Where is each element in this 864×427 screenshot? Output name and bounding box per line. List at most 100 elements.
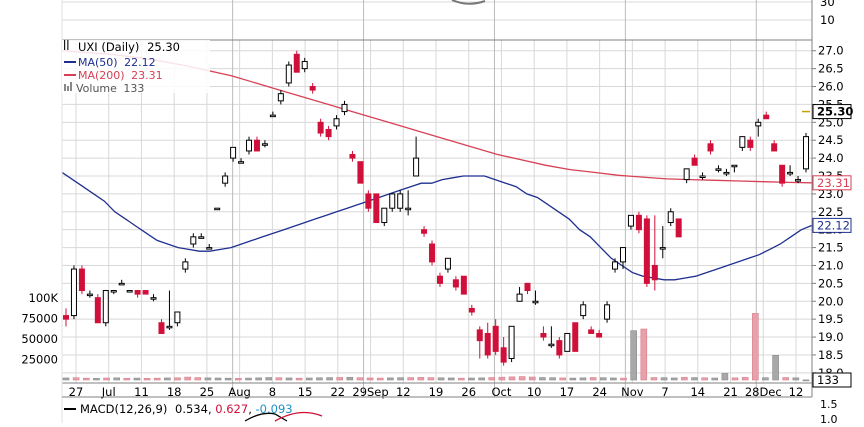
legend-symbol-label: UXI (Daily) <box>78 40 139 54</box>
legend-ma50-label: MA(50) <box>78 56 118 69</box>
time-tick-label: 12 <box>789 385 804 399</box>
price-tick-label: 20.0 <box>818 294 844 308</box>
time-tick-label: 24 <box>592 385 607 399</box>
time-tick-label: 29Sep <box>352 385 388 399</box>
price-candles <box>63 50 809 366</box>
volume-bar <box>214 377 222 381</box>
macd-signal-line <box>274 411 323 422</box>
candle-body <box>373 193 380 224</box>
legend-symbol-icon: ꟾꟾ <box>63 40 70 53</box>
volume-bar <box>265 377 273 381</box>
volume-bar <box>792 377 800 381</box>
ma50-line <box>61 171 813 281</box>
candle-body <box>222 175 229 184</box>
candle-body <box>460 275 467 295</box>
volume-bar <box>255 377 262 381</box>
candle-body <box>691 157 698 166</box>
volume-bar <box>610 377 617 381</box>
price-badges: 25.30 23.31 22.12 133 <box>802 104 853 388</box>
volume-bar <box>559 377 567 381</box>
candle-body <box>619 247 626 263</box>
legend-volume-icon <box>64 84 66 91</box>
candle-body <box>580 304 587 317</box>
candle-body <box>142 290 149 295</box>
volume-bar <box>174 377 181 381</box>
price-tick-label: 26.5 <box>818 62 844 76</box>
candle-body <box>381 207 388 224</box>
legend-ma200-label: MA(200) <box>78 69 125 82</box>
candle-body <box>110 290 117 293</box>
volume-bar <box>356 377 364 381</box>
candle-body <box>293 53 300 73</box>
value-badge-ma50 <box>812 217 852 233</box>
price-tick-label: 23.0 <box>818 187 844 201</box>
time-tick-label: Nov <box>621 385 644 399</box>
candle-body <box>421 229 428 234</box>
price-tick-label: 22.5 <box>818 205 844 219</box>
candle-body <box>739 136 746 148</box>
candle-body <box>365 193 372 209</box>
volume-bar <box>194 377 202 381</box>
candle-body <box>731 164 738 168</box>
candle-body <box>166 325 173 329</box>
volume-bar <box>731 377 739 381</box>
volume-bar <box>123 377 131 381</box>
time-tick-label: 22 <box>330 385 345 399</box>
value-badge-price <box>812 104 852 120</box>
volume-bar <box>599 377 607 381</box>
legend-volume-value: 133 <box>123 82 144 95</box>
volume-bar <box>488 377 496 381</box>
volume-tick-label: 50000 <box>21 332 58 346</box>
price-tick-label: 21.5 <box>818 241 844 255</box>
macd-legend: MACD(12,26,9) 0.534, 0.627, -0.093 <box>80 402 293 416</box>
price-tick-label: 19.0 <box>818 330 844 344</box>
candle-body <box>604 304 611 320</box>
volume-bar <box>447 377 455 381</box>
volume-bar <box>670 377 678 381</box>
volume-bar <box>326 377 333 381</box>
candle-body <box>70 268 77 317</box>
candle-body <box>285 64 292 84</box>
volume-bar <box>660 377 668 381</box>
volume-tick-label: 100K <box>29 291 59 305</box>
candle-body <box>198 236 205 239</box>
price-tick-label: 26.0 <box>818 80 844 94</box>
time-tick-label: Aug <box>228 385 250 399</box>
volume-tick-label: 75000 <box>21 311 58 325</box>
candle-body <box>795 179 802 182</box>
candle-body <box>405 207 412 211</box>
candle-body <box>126 290 133 293</box>
candle-body <box>779 164 786 184</box>
candle-body <box>492 325 499 352</box>
volume-bar <box>701 377 708 381</box>
time-tick-label: Oct <box>492 385 512 399</box>
candle-body <box>214 207 221 211</box>
macd-hist-value: -0.093 <box>256 402 293 416</box>
candle-body <box>436 275 443 284</box>
macd-value: 0.534 <box>175 402 208 416</box>
time-tick-label: 28Dec <box>745 385 782 399</box>
candle-body <box>500 347 507 363</box>
candle-body <box>102 290 109 324</box>
candle-body <box>635 214 642 231</box>
volume-bar <box>650 377 658 381</box>
volume-bar <box>224 377 232 381</box>
candle-body <box>659 247 666 250</box>
volume-bar <box>802 379 810 382</box>
macd-ytick-2: 1.0 <box>820 413 838 423</box>
macd-ytick-1: 1.5 <box>820 398 838 411</box>
macd-signal-value: 0.627 <box>215 402 248 416</box>
volume-bar <box>762 377 769 381</box>
volume-bar <box>458 377 465 381</box>
volume-bar <box>397 377 404 381</box>
volume-bar <box>752 313 759 381</box>
candle-body <box>556 340 563 356</box>
candle-body <box>333 118 340 127</box>
volume-bar <box>772 355 779 381</box>
candle-body <box>317 121 324 134</box>
volume-bar <box>346 376 354 381</box>
candle-body <box>540 332 547 338</box>
candle-body <box>230 146 237 159</box>
candle-body <box>182 261 189 270</box>
